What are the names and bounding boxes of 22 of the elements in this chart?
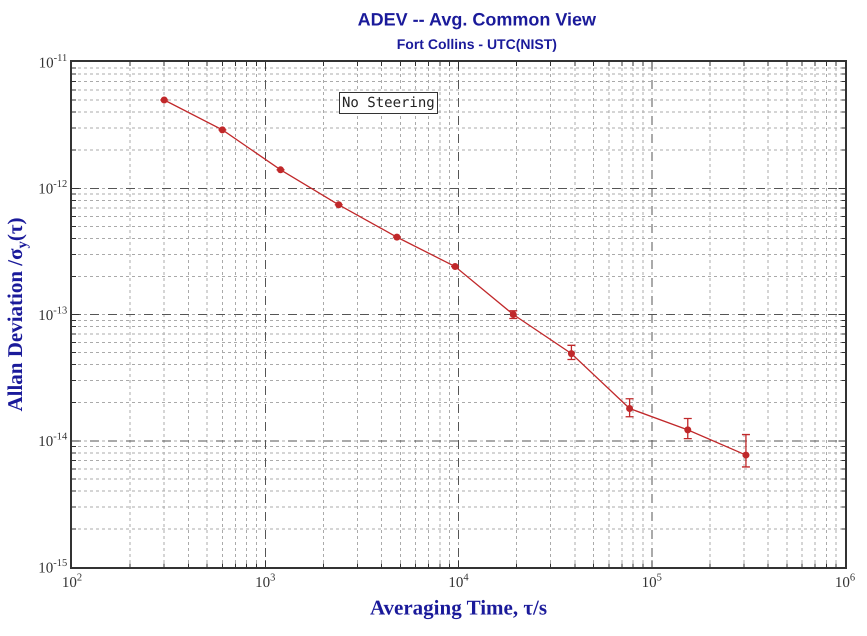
point: [742, 452, 750, 459]
y-tick-label: 10$^{-14}$: [38, 432, 68, 450]
y-tick-label: 10$^{-12}$: [38, 179, 68, 198]
point: [160, 96, 168, 104]
y-tick-label: 10$^{-11}$: [38, 52, 68, 72]
point: [452, 263, 459, 270]
x-tick-label: 10$^{4}$: [448, 572, 470, 591]
x-tick-label: 10$^{3}$: [255, 572, 276, 591]
point: [393, 234, 400, 241]
point: [218, 126, 226, 134]
annotation: No Steering: [342, 95, 435, 111]
point: [626, 405, 634, 412]
point: [335, 201, 342, 208]
chart-title: ADEV -- Avg. Common View: [358, 9, 598, 30]
point: [568, 350, 575, 358]
chart-subtitle: Fort Collins - UTC(NIST): [396, 36, 557, 52]
x-tick-label: 10$^{5}$: [642, 572, 662, 591]
x-tick-label: 10$^{6}$: [834, 572, 856, 591]
x-axis-title: Averaging Time, τ/s: [370, 595, 548, 620]
point: [684, 426, 692, 434]
y-tick-label: 10$^{-13}$: [38, 305, 68, 324]
point: [277, 166, 284, 174]
